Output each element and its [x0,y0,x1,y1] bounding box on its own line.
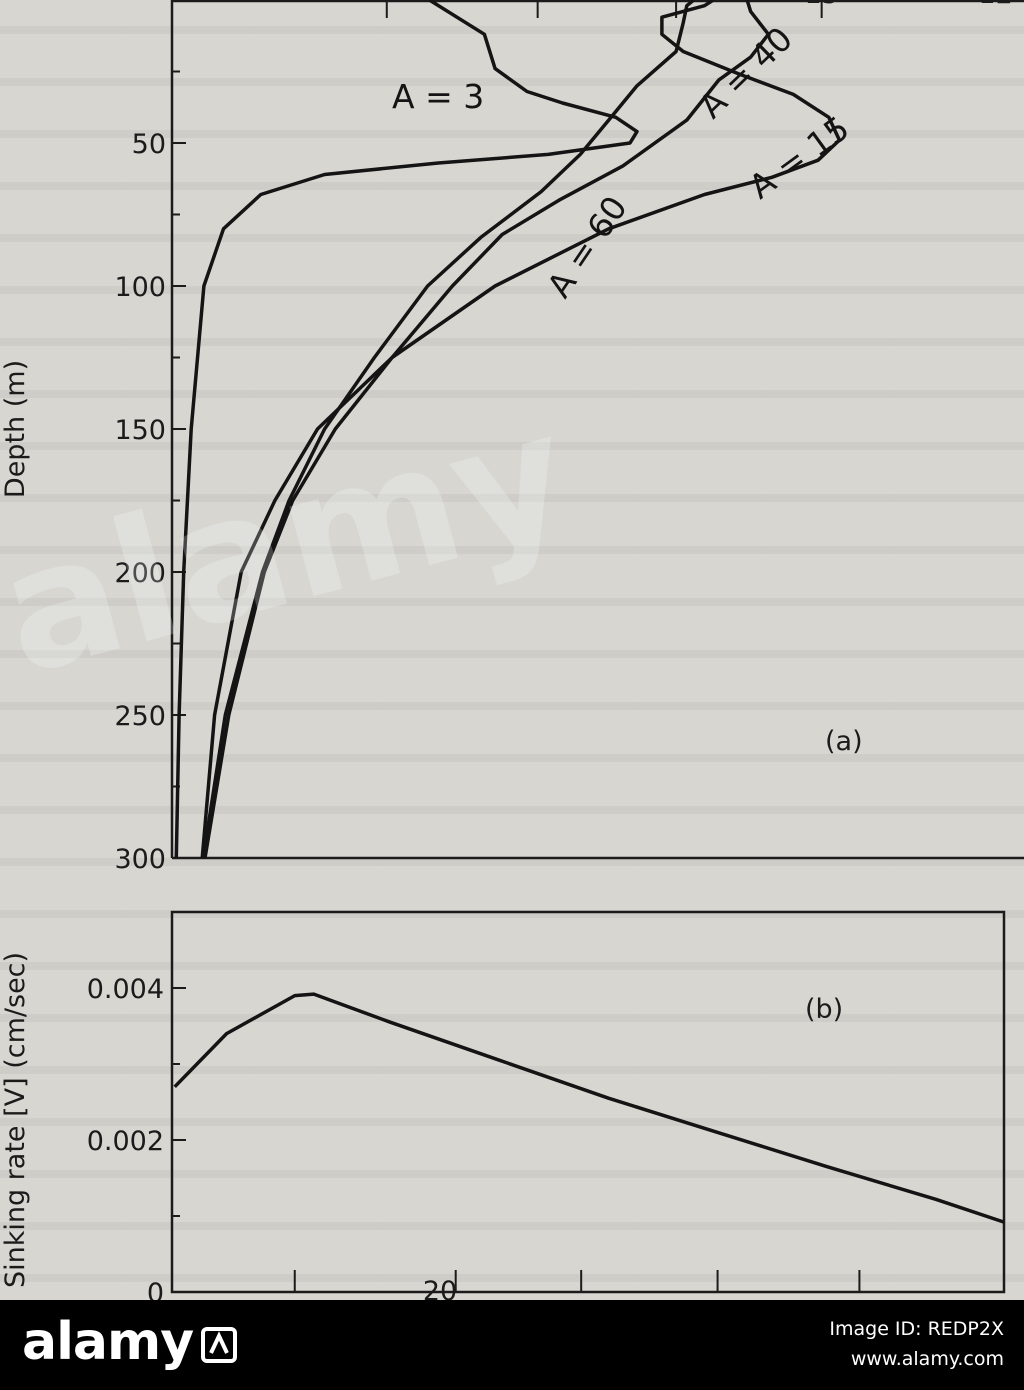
y-tick-label-b: 0 [147,1278,164,1300]
panel-b-frame [170,910,1006,1294]
y-axis-title-a: Depth (m) [0,360,31,498]
figure: 151250100150200250300Depth (m)A = 3A = 1… [0,0,1024,1300]
y-tick-label: 250 [114,701,166,732]
x-tick-label-b: 20 [423,1276,457,1300]
x-tick-label-top: 12 [978,0,1012,10]
y-axis-title-b: Sinking rate [V] (cm/sec) [0,952,31,1288]
curve-label: A = 15 [742,108,857,206]
y-tick-label: 300 [114,844,166,875]
y-tick-label: 150 [114,415,166,446]
stock-banner: alamy Image ID: REDP2X www.alamy.com [0,1300,1024,1390]
curve-label: A = 60 [539,189,635,305]
logo-text: alamy [22,1312,194,1372]
alamy-logo: alamy [22,1312,238,1372]
y-tick-label: 200 [114,558,166,589]
watermark-ghost-text: alamy [0,374,589,714]
curve-a40 [201,0,695,859]
panel-b: 0.004 0.002 0 20 Sinking rate [V] (cm/sec) (b… [0,910,1006,1300]
curve-a3 [174,0,639,859]
y-tick-label: 100 [114,272,166,303]
image-id-text: Image ID: REDP2X [829,1318,1004,1340]
y-tick-label-b: 0.004 [87,974,164,1005]
watermark-overlay: alamy [0,374,589,714]
curve-label: A = 40 [691,19,800,126]
alamy-logo-icon [201,1327,238,1363]
curve-a60 [203,0,771,859]
scanned-page [0,0,1024,1300]
panel-label-b: (b) [805,994,843,1025]
sinking-rate-curve [173,992,1005,1224]
curve-a15 [200,0,842,859]
image-id-block: Image ID: REDP2X www.alamy.com [829,1314,1004,1374]
y-tick-label: 50 [132,129,166,160]
site-url-text: www.alamy.com [850,1348,1004,1370]
panel-label-a: (a) [825,726,863,757]
y-tick-label-b: 0.002 [87,1126,164,1157]
curve-label: A = 3 [392,77,484,116]
